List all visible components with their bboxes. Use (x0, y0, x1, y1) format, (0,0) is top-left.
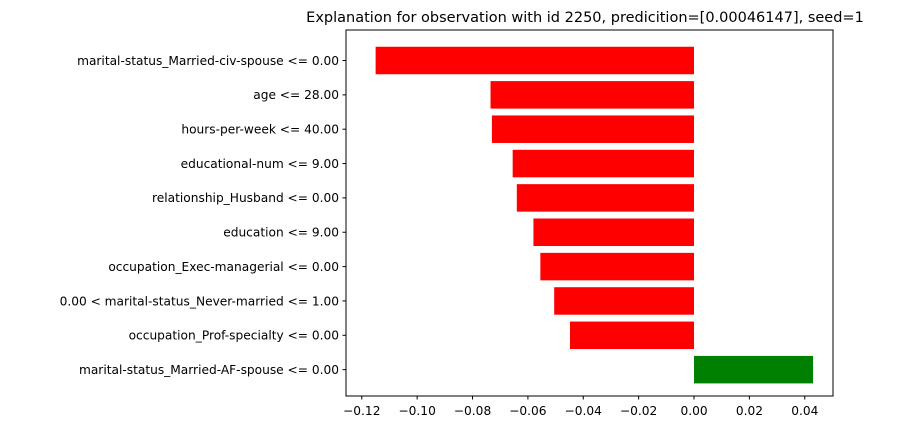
y-tick-label: 0.00 < marital-status_Never-married <= 1… (60, 294, 339, 308)
y-tick-labels: marital-status_Married-civ-spouse <= 0.0… (60, 54, 346, 377)
x-tick-label: 0.04 (791, 404, 818, 418)
y-tick-label: hours-per-week <= 40.00 (181, 123, 339, 137)
bar-0 (375, 46, 695, 75)
bar-5 (533, 218, 695, 246)
y-tick-label: relationship_Husband <= 0.00 (152, 191, 339, 205)
bar-4 (516, 184, 695, 212)
x-tick-label: 0.02 (736, 404, 763, 418)
plot-frame (345, 29, 834, 397)
bar-2 (491, 115, 695, 143)
chart-title: Explanation for observation with id 2250… (306, 10, 864, 26)
y-tick-label: occupation_Prof-specialty <= 0.00 (129, 329, 339, 343)
x-tick-label: −0.04 (565, 404, 603, 418)
x-tick-label: −0.02 (620, 404, 657, 418)
y-tick-label: marital-status_Married-civ-spouse <= 0.0… (77, 54, 339, 68)
bar-1 (490, 81, 695, 109)
y-tick-label: marital-status_Married-AF-spouse <= 0.00 (79, 363, 339, 377)
bar-7 (554, 287, 695, 315)
y-tick-label: educational-num <= 9.00 (181, 157, 339, 171)
y-tick-label: age <= 28.00 (253, 88, 339, 102)
x-tick-label: 0.00 (680, 404, 707, 418)
y-tick-label: occupation_Exec-managerial <= 0.00 (108, 260, 339, 274)
y-tick-label: education <= 9.00 (223, 226, 339, 240)
x-tick-label: −0.06 (509, 404, 546, 418)
x-tick-label: −0.12 (343, 404, 380, 418)
x-tick-label: −0.10 (398, 404, 435, 418)
bar-3 (512, 149, 695, 178)
bar-9 (694, 355, 814, 384)
x-axis: −0.12 −0.10 −0.08 −0.06 −0.04 −0.02 0.00 0.02 0.… (343, 396, 819, 418)
bar-8 (569, 321, 695, 350)
x-tick-label: −0.08 (454, 404, 491, 418)
bars-layer (375, 46, 814, 384)
bar-6 (540, 252, 695, 281)
